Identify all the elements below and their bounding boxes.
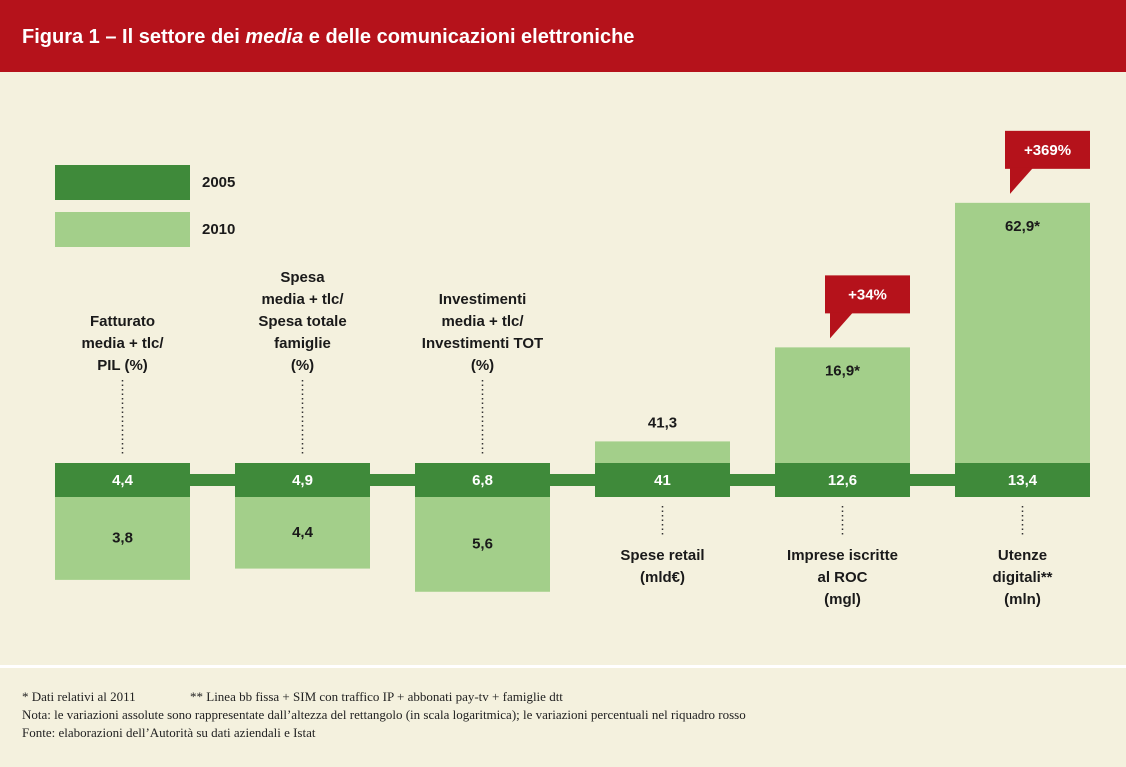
- chart-title: Figura 1 – Il settore dei media e delle …: [22, 26, 634, 48]
- bar-2005: [235, 463, 370, 497]
- category-label: famiglie: [274, 335, 331, 352]
- category-label: Investimenti TOT: [422, 335, 543, 352]
- annotation-label: +34%: [848, 286, 887, 303]
- category-label: (%): [291, 357, 314, 374]
- bar-2010: [55, 497, 190, 580]
- category-label: Spese retail: [620, 547, 704, 564]
- bar-2010: [415, 497, 550, 592]
- value-label: 6,8: [472, 472, 493, 489]
- category-label: media + tlc/: [81, 335, 164, 352]
- value-label: 4,4: [112, 472, 134, 489]
- value-label: 41: [654, 472, 671, 489]
- category-label: media + tlc/: [441, 313, 524, 330]
- value-label: 16,9*: [825, 362, 860, 379]
- bar-2010: [595, 441, 730, 463]
- category-label: Imprese iscritte: [787, 547, 898, 564]
- value-label: 5,6: [472, 535, 493, 552]
- footnote: ** Linea bb fissa + SIM con traffico IP …: [190, 689, 563, 704]
- category-label: Fatturato: [90, 313, 155, 330]
- bar-2010: [235, 497, 370, 569]
- bar-2010: [955, 202, 1090, 464]
- category-label: digitali**: [992, 569, 1052, 586]
- category-label: media + tlc/: [261, 291, 344, 308]
- annotation-box: [1005, 130, 1090, 169]
- bar-2010: [775, 347, 910, 463]
- category-label: Spesa totale: [258, 313, 346, 330]
- value-label: 12,6: [828, 472, 857, 489]
- category-label: (mln): [1004, 591, 1041, 608]
- annotation-pointer: [830, 312, 853, 339]
- category-label: al ROC: [817, 569, 867, 586]
- annotation-label: +369%: [1024, 142, 1071, 159]
- bar-2005: [955, 463, 1090, 497]
- category-label: Utenze: [998, 547, 1047, 564]
- category-label: Spesa: [280, 269, 325, 286]
- legend-swatch: [55, 165, 190, 200]
- title-part: media: [245, 26, 303, 48]
- title-part: e delle comunicazioni elettroniche: [303, 26, 634, 48]
- footnote: Nota: le variazioni assolute sono rappre…: [22, 707, 746, 722]
- footnote: * Dati relativi al 2011: [22, 689, 136, 704]
- title-part: Figura 1 – Il settore dei: [22, 26, 245, 48]
- value-label: 4,9: [292, 472, 313, 489]
- value-label: 41,3: [648, 414, 677, 431]
- category-label: Investimenti: [439, 291, 527, 308]
- annotation-box: [825, 275, 910, 314]
- legend-swatch: [55, 212, 190, 247]
- header-bar: [0, 0, 1126, 72]
- footnote: Fonte: elaborazioni dell’Autorità su dat…: [22, 725, 316, 740]
- bar-2005: [415, 463, 550, 497]
- bar-2005: [595, 463, 730, 497]
- bar-2005: [775, 463, 910, 497]
- bar-2005: [55, 463, 190, 497]
- separator: [0, 665, 1126, 668]
- legend-label: 2005: [202, 174, 235, 191]
- annotation-pointer: [1010, 167, 1033, 194]
- value-label: 4,4: [292, 524, 314, 541]
- connector: [55, 474, 1090, 486]
- value-label: 3,8: [112, 529, 133, 546]
- category-label: (mld€): [640, 569, 685, 586]
- value-label: 62,9*: [1005, 218, 1040, 235]
- category-label: PIL (%): [97, 357, 148, 374]
- category-label: (mgl): [824, 591, 861, 608]
- category-label: (%): [471, 357, 494, 374]
- value-label: 13,4: [1008, 472, 1038, 489]
- legend-label: 2010: [202, 221, 235, 238]
